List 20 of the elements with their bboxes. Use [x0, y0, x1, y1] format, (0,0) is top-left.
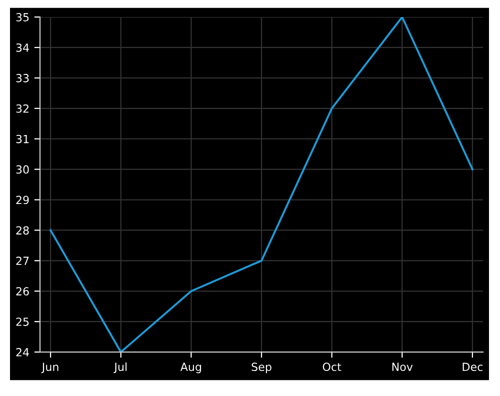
x-tick-label: Sep [252, 362, 272, 374]
line-series [50, 17, 474, 352]
y-tick-label: 30 [16, 165, 29, 174]
y-tick-label: 31 [16, 134, 29, 144]
x-tick-label: Jun [41, 362, 58, 374]
y-tick-label: 24 [16, 348, 29, 356]
x-tick-label: Aug [180, 362, 202, 374]
y-tick-label: 35 [16, 13, 29, 22]
x-tick-label: Oct [322, 362, 342, 372]
y-tick-label: 29 [16, 196, 29, 204]
y-tick-label: 32 [16, 104, 28, 113]
y-tick-label: 34 [16, 43, 29, 52]
y-tick-label: 26 [16, 287, 29, 296]
y-tick-label: 28 [16, 226, 29, 235]
y-tick-label: 27 [16, 256, 29, 265]
x-tick-label: Dec [462, 362, 483, 372]
x-tick-label: Nov [392, 362, 413, 372]
y-tick-label: 25 [16, 318, 29, 326]
x-tick-label: Jul [114, 362, 127, 374]
y-tick-label: 33 [16, 74, 29, 82]
